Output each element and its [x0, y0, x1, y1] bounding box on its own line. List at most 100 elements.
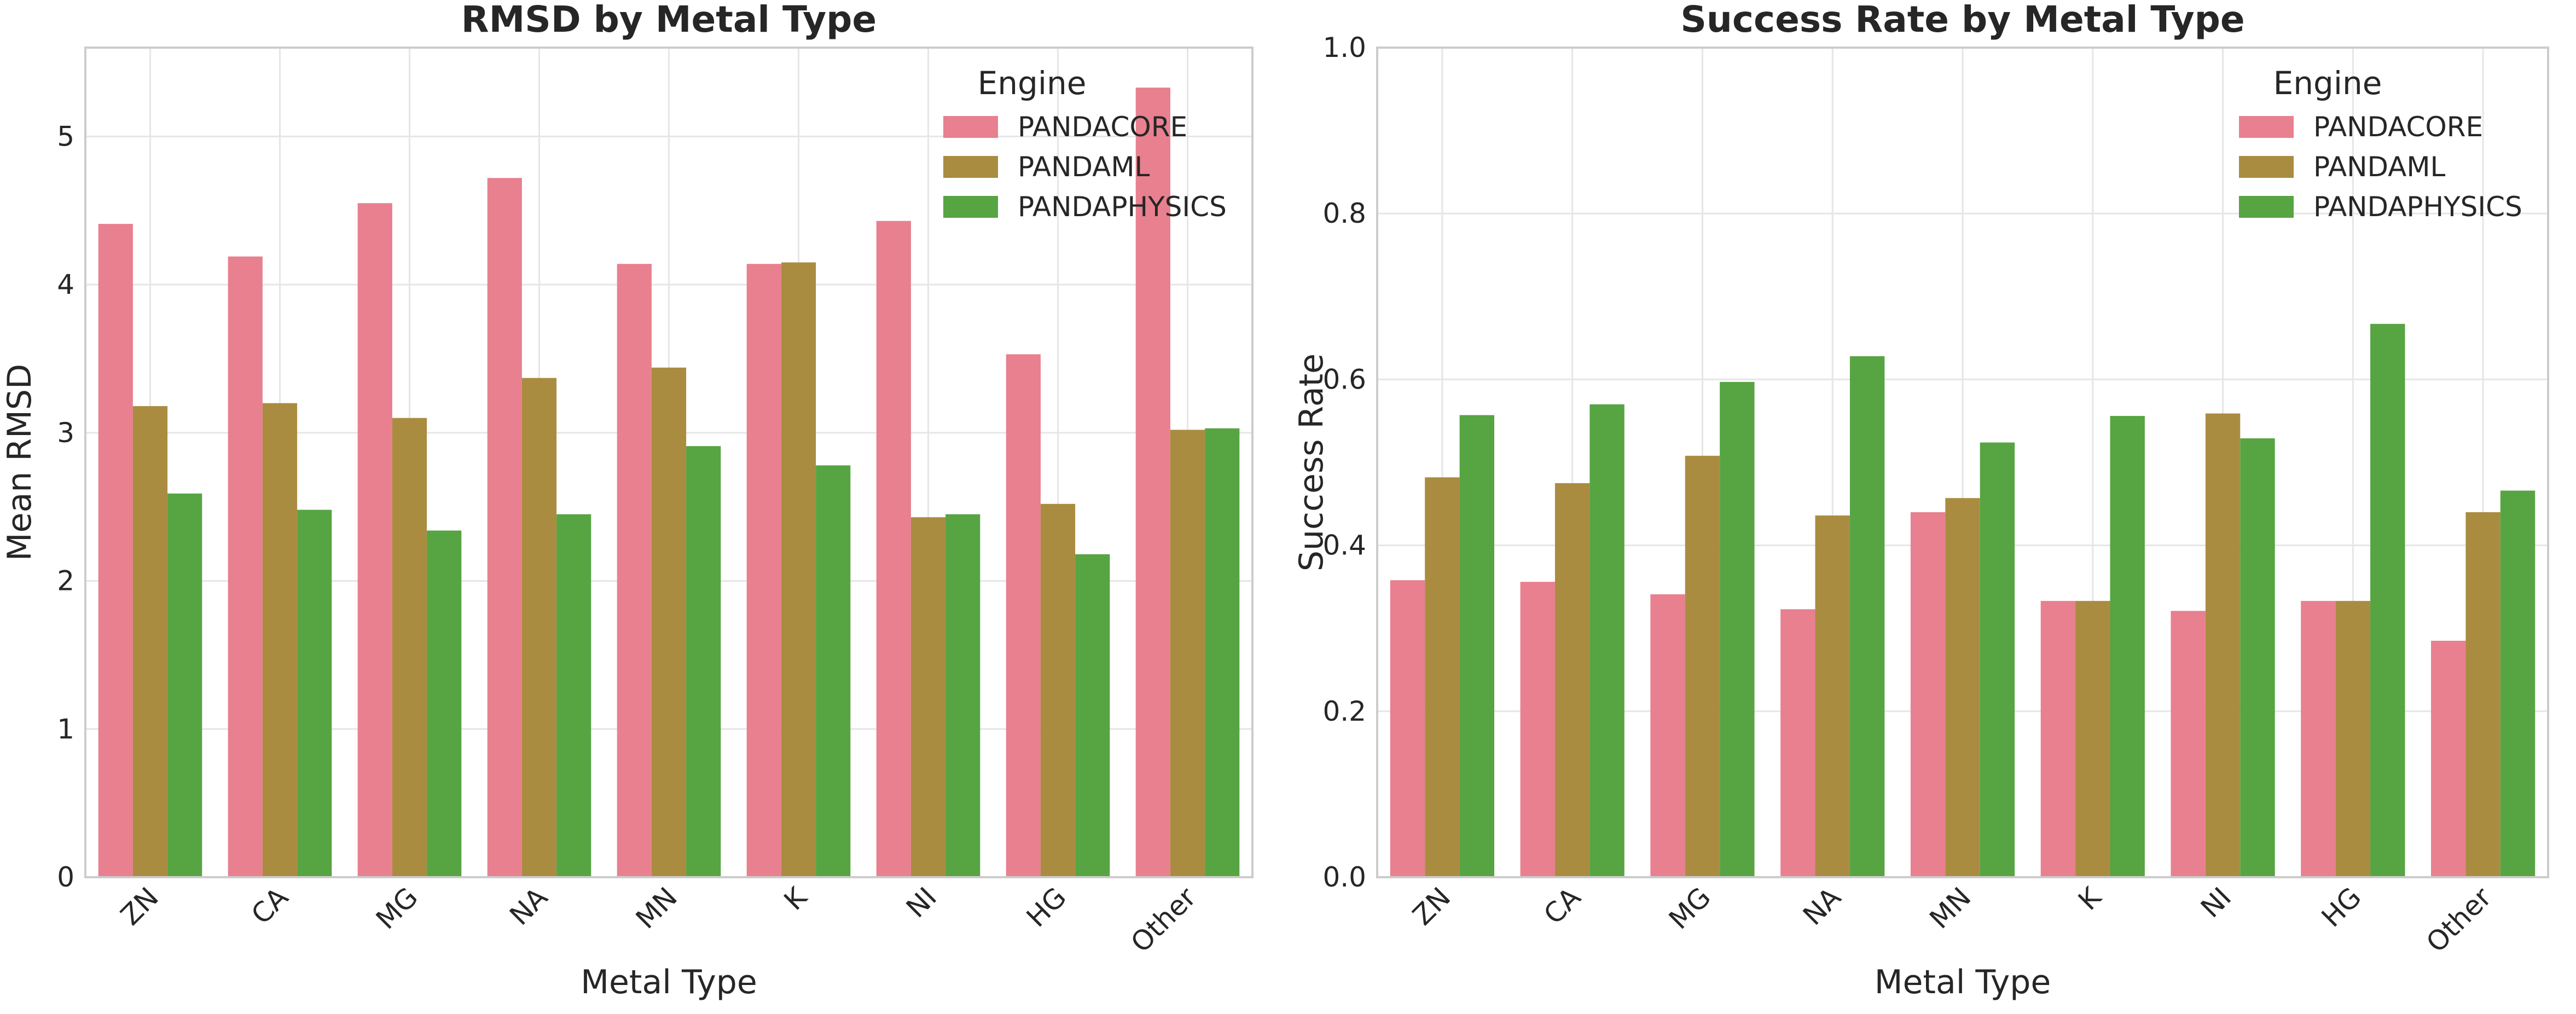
bar-pandaml-mg: [392, 418, 427, 877]
y-tick-label: 5: [57, 120, 74, 152]
bar-pandaml-ni: [2205, 413, 2241, 877]
bar-pandaml-na: [521, 378, 557, 877]
bar-pandaml-k: [2075, 601, 2110, 877]
plot-frame: [1376, 47, 2549, 878]
bar-pandaphysics-zn: [1459, 415, 1494, 877]
y-tick-label: 0.2: [1322, 696, 1366, 727]
y-tick-label: 0.8: [1322, 198, 1366, 229]
x-tick-label: K: [2072, 881, 2108, 917]
bar-pandaml-mg: [1685, 455, 1720, 877]
y-tick-label: 0: [57, 861, 74, 893]
bar-pandacore-ni: [876, 221, 911, 877]
bar-pandaphysics-ni: [945, 514, 980, 877]
bar-pandaphysics-ni: [2240, 438, 2275, 877]
y-tick-label: 2: [57, 565, 74, 597]
bar-pandaml-hg: [1040, 503, 1076, 877]
x-tick-label: NI: [900, 881, 943, 924]
y-axis-label: Mean RMSD: [1, 364, 39, 561]
x-axis-label: Metal Type: [1875, 963, 2051, 1001]
bar-pandacore-mg: [1650, 594, 1685, 877]
y-tick-label: 0.0: [1322, 861, 1366, 893]
bar-pandaml-ni: [910, 517, 946, 877]
bar-pandacore-k: [746, 264, 781, 877]
x-tick-label: HG: [1020, 881, 1072, 933]
bar-pandaml-na: [1815, 515, 1850, 877]
x-tick-label: CA: [1538, 881, 1587, 930]
bar-pandaml-mn: [1945, 498, 1980, 877]
bar-pandaphysics-other: [1205, 428, 1240, 877]
bar-pandaml-hg: [2335, 601, 2371, 877]
y-tick-label: 4: [57, 269, 74, 300]
bar-pandacore-hg: [1006, 354, 1041, 877]
x-tick-label: MG: [370, 881, 424, 935]
x-tick-label: CA: [245, 881, 294, 930]
legend: Engine PANDACORE PANDAML PANDAPHYSICS: [2239, 65, 2522, 223]
legend-swatch: [943, 116, 998, 138]
legend-title: Engine: [2273, 65, 2382, 102]
chart-title: Success Rate by Metal Type: [1680, 0, 2244, 40]
bar-pandaml-other: [1170, 430, 1205, 877]
bar-pandacore-na: [487, 178, 522, 878]
bar-pandaphysics-k: [2110, 416, 2145, 877]
x-tick-label: HG: [2316, 881, 2368, 933]
bar-pandacore-hg: [2301, 601, 2336, 877]
x-tick-label: MG: [1663, 881, 1717, 935]
x-tick-label: ZN: [114, 881, 165, 931]
y-axis-label: Success Rate: [1292, 354, 1331, 571]
bar-pandacore-k: [2040, 601, 2076, 877]
legend-swatch: [943, 196, 998, 218]
bar-pandaphysics-zn: [167, 493, 202, 877]
bar-pandacore-other: [2431, 640, 2466, 877]
y-tick-label: 1.0: [1322, 32, 1366, 63]
chart-title: RMSD by Metal Type: [461, 0, 877, 40]
bar-pandaml-mn: [651, 367, 687, 877]
x-tick-label: MN: [630, 881, 683, 935]
x-tick-label: NA: [503, 881, 554, 931]
legend-label: PANDACORE: [1018, 111, 1187, 143]
y-tick-label: 0.4: [1322, 530, 1366, 561]
bar-pandaphysics-mn: [686, 446, 721, 877]
legend-swatch: [943, 156, 998, 178]
x-axis-label: Metal Type: [581, 963, 757, 1001]
legend-label: PANDAML: [2313, 151, 2446, 183]
bar-pandaphysics-hg: [1075, 554, 1110, 877]
legend-swatch: [2239, 156, 2294, 178]
bar-pandaphysics-ca: [297, 509, 332, 877]
bar-pandaml-zn: [1425, 477, 1460, 877]
bar-pandacore-zn: [1390, 580, 1425, 877]
legend-label: PANDACORE: [2313, 111, 2483, 143]
legend-label: PANDAPHYSICS: [1018, 191, 1227, 223]
bar-pandacore-mn: [1910, 512, 1946, 877]
bar-pandaphysics-mg: [427, 530, 462, 877]
x-tick-label: NI: [2195, 881, 2237, 924]
bar-pandaphysics-mg: [1720, 381, 1755, 877]
bar-pandacore-other: [1135, 88, 1170, 877]
x-tick-label: Other: [1125, 881, 1203, 959]
legend-label: PANDAML: [1018, 151, 1150, 183]
bar-pandaml-ca: [262, 403, 298, 877]
x-tick-label: ZN: [1407, 881, 1457, 931]
legend-label: PANDAPHYSICS: [2313, 191, 2522, 223]
bar-pandaml-zn: [132, 406, 168, 877]
y-tick-label: 3: [57, 417, 74, 449]
bar-pandacore-zn: [98, 224, 133, 877]
x-tick-label: NA: [1797, 881, 1847, 931]
legend-swatch: [2239, 116, 2294, 138]
bar-pandacore-na: [1780, 609, 1815, 877]
chart-panel-1: 0 1 2 3 4 5 ZN CA MG NA MN K NI HG Other RMSD by Metal …: [1, 0, 1254, 1001]
bar-pandaphysics-na: [556, 514, 591, 877]
bar-pandacore-ca: [1520, 582, 1555, 877]
legend: Engine PANDACORE PANDAML PANDAPHYSICS: [943, 65, 1227, 223]
bar-pandacore-mg: [357, 203, 392, 877]
bar-pandaml-k: [781, 262, 816, 878]
bar-pandaphysics-na: [1849, 356, 1885, 877]
chart-panel-2: 0.0 0.2 0.4 0.6 0.8 1.0 ZN CA MG NA MN K NI HG Other Su…: [1292, 0, 2549, 1001]
bar-pandacore-mn: [617, 264, 652, 877]
bar-pandaphysics-ca: [1589, 404, 1624, 877]
bar-pandacore-ca: [228, 256, 263, 877]
y-tick-label: 0.6: [1322, 363, 1366, 395]
x-tick-label: MN: [1924, 881, 1977, 935]
x-tick-label: K: [778, 881, 814, 917]
bar-pandacore-ni: [2171, 611, 2206, 877]
